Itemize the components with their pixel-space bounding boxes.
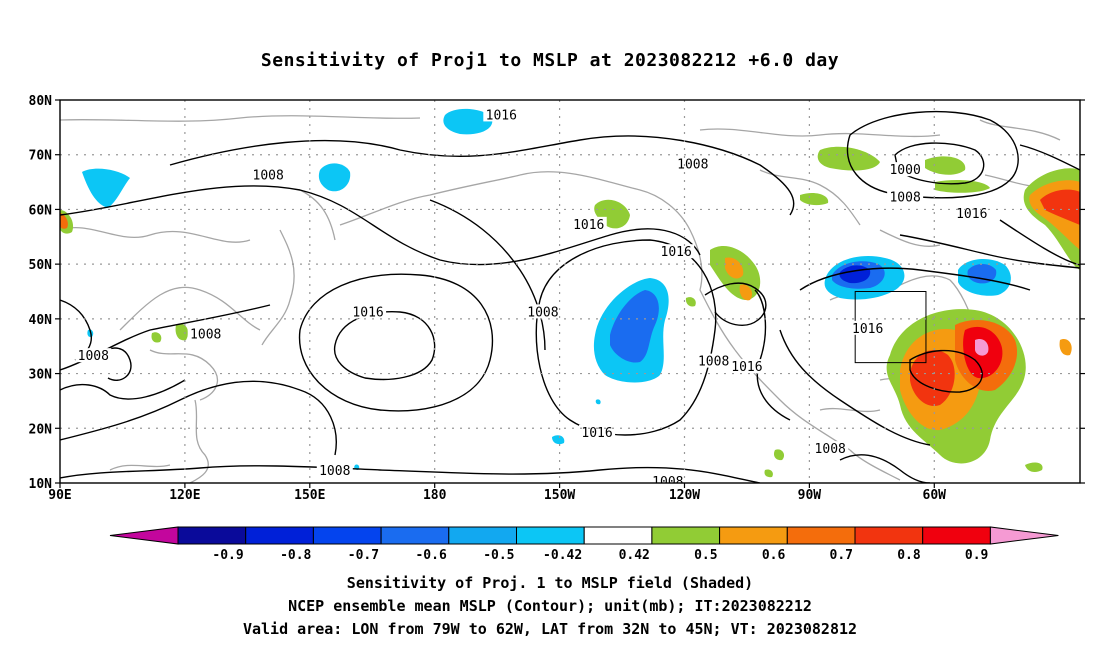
colorbar-label: 0.5 [694,548,717,563]
contour-label: 1016 [352,305,383,320]
contour-label: 1016 [852,322,883,337]
contour-label-bg [483,107,520,122]
lat-tick-label: 40N [29,313,53,328]
lat-tick-label: 50N [29,258,53,273]
lat-tick-label: 80N [29,94,53,109]
lon-tick-label: 120E [169,488,200,503]
colorbar-swatch [312,526,382,545]
colorbar-swatch [854,526,924,545]
colorbar-swatch [448,526,517,545]
colorbar-label: 0.6 [762,548,786,563]
colorbar-swatch [922,526,991,545]
contour-label-bg [658,244,695,259]
contour-label-bg [887,189,924,204]
contour-label-bg [187,326,224,341]
contour-label-bg [570,216,607,231]
colorbar-label: -0.6 [415,548,446,563]
gridlines [60,100,1080,483]
contour-label-bg [250,167,287,182]
lat-tick-label: 70N [29,149,53,164]
lon-tick-label: 90E [48,488,71,503]
contour-label-bg [849,320,886,335]
lon-tick-label: 150E [294,488,325,503]
colorbar-label: 0.7 [830,548,853,563]
contour-label-bg [316,463,353,478]
colorbar-swatch [245,526,314,545]
colorbar-under-arrow [109,526,179,545]
contour-label: 1016 [731,360,762,375]
contour-label-bg [728,359,765,374]
sensitivity-shading [60,108,1080,478]
contour-label: 1016 [956,207,987,222]
colorbar-label: 0.8 [897,548,921,563]
contour-label: 1008 [527,305,558,320]
contour-label-bg [649,474,686,483]
plot-title: Sensitivity of Proj1 to MSLP at 20230822… [260,50,840,71]
colorbar-swatch [516,526,585,545]
contour-label: 1008 [889,190,920,205]
caption-line-3: Valid area: LON from 79W to 62W, LAT fro… [242,620,858,638]
contour-label: 1008 [698,355,729,370]
contour-label: 1016 [486,108,517,123]
lon-tick-label: 150W [544,488,575,503]
colorbar-swatch [380,526,450,545]
contour-label: 1008 [815,442,846,457]
colorbar-swatch [177,526,247,545]
colorbar-swatch [786,526,856,545]
contour-label-bg [812,441,849,456]
mslp-contours [60,110,1080,483]
contour-label: 1016 [581,426,612,441]
colorbar-label: 0.42 [619,548,650,563]
lon-tick-label: 60W [923,488,947,503]
colorbar-label: -0.8 [280,548,311,563]
contour-label: 1008 [190,327,221,342]
lon-tick-label: 180 [423,488,447,503]
contour-label-bg [524,304,561,319]
lon-tick-label: 120W [669,488,700,503]
contour-label: 1008 [319,464,350,479]
contour-label-bg [695,353,732,368]
lon-tick-label: 90W [798,488,822,503]
map-frame [59,99,1081,484]
lat-tick-label: 30N [29,368,53,383]
lat-tick-label: 60N [29,203,53,218]
contour-label-bg [887,162,924,177]
colorbar-swatch [651,526,721,545]
contour-label: 1008 [677,158,708,173]
contour-label: 1016 [573,218,604,233]
lat-tick-label: 10N [29,477,53,492]
colorbar-label: 0.9 [965,548,988,563]
contour-label: 1016 [661,245,692,260]
contour-label-bg [75,348,112,363]
contour-label: 1008 [652,475,683,490]
colorbar-over-arrow [989,526,1059,545]
contour-label: 1008 [78,349,109,364]
colorbar-swatch [583,526,653,545]
contour-label: 1008 [253,169,284,184]
caption-line-1: Sensitivity of Proj. 1 to MSLP field (Sh… [346,574,754,592]
colorbar-label: -0.42 [543,548,582,563]
caption-line-2: NCEP ensemble mean MSLP (Contour); unit(… [288,597,812,615]
lat-tick-label: 20N [29,422,53,437]
colorbar-label: -0.9 [212,548,243,563]
colorbar-label: -0.5 [483,548,514,563]
contour-label: 1000 [889,163,920,178]
colorbar: -0.9 -0.8 -0.7 -0.6 -0.5 -0.42 0.42 0.5 0.6 0.7 0.… [109,526,1059,563]
colorbar-label: -0.7 [348,548,379,563]
colorbar-swatch [719,526,788,545]
contour-label-bg [350,304,387,319]
contour-label-bg [674,156,711,171]
